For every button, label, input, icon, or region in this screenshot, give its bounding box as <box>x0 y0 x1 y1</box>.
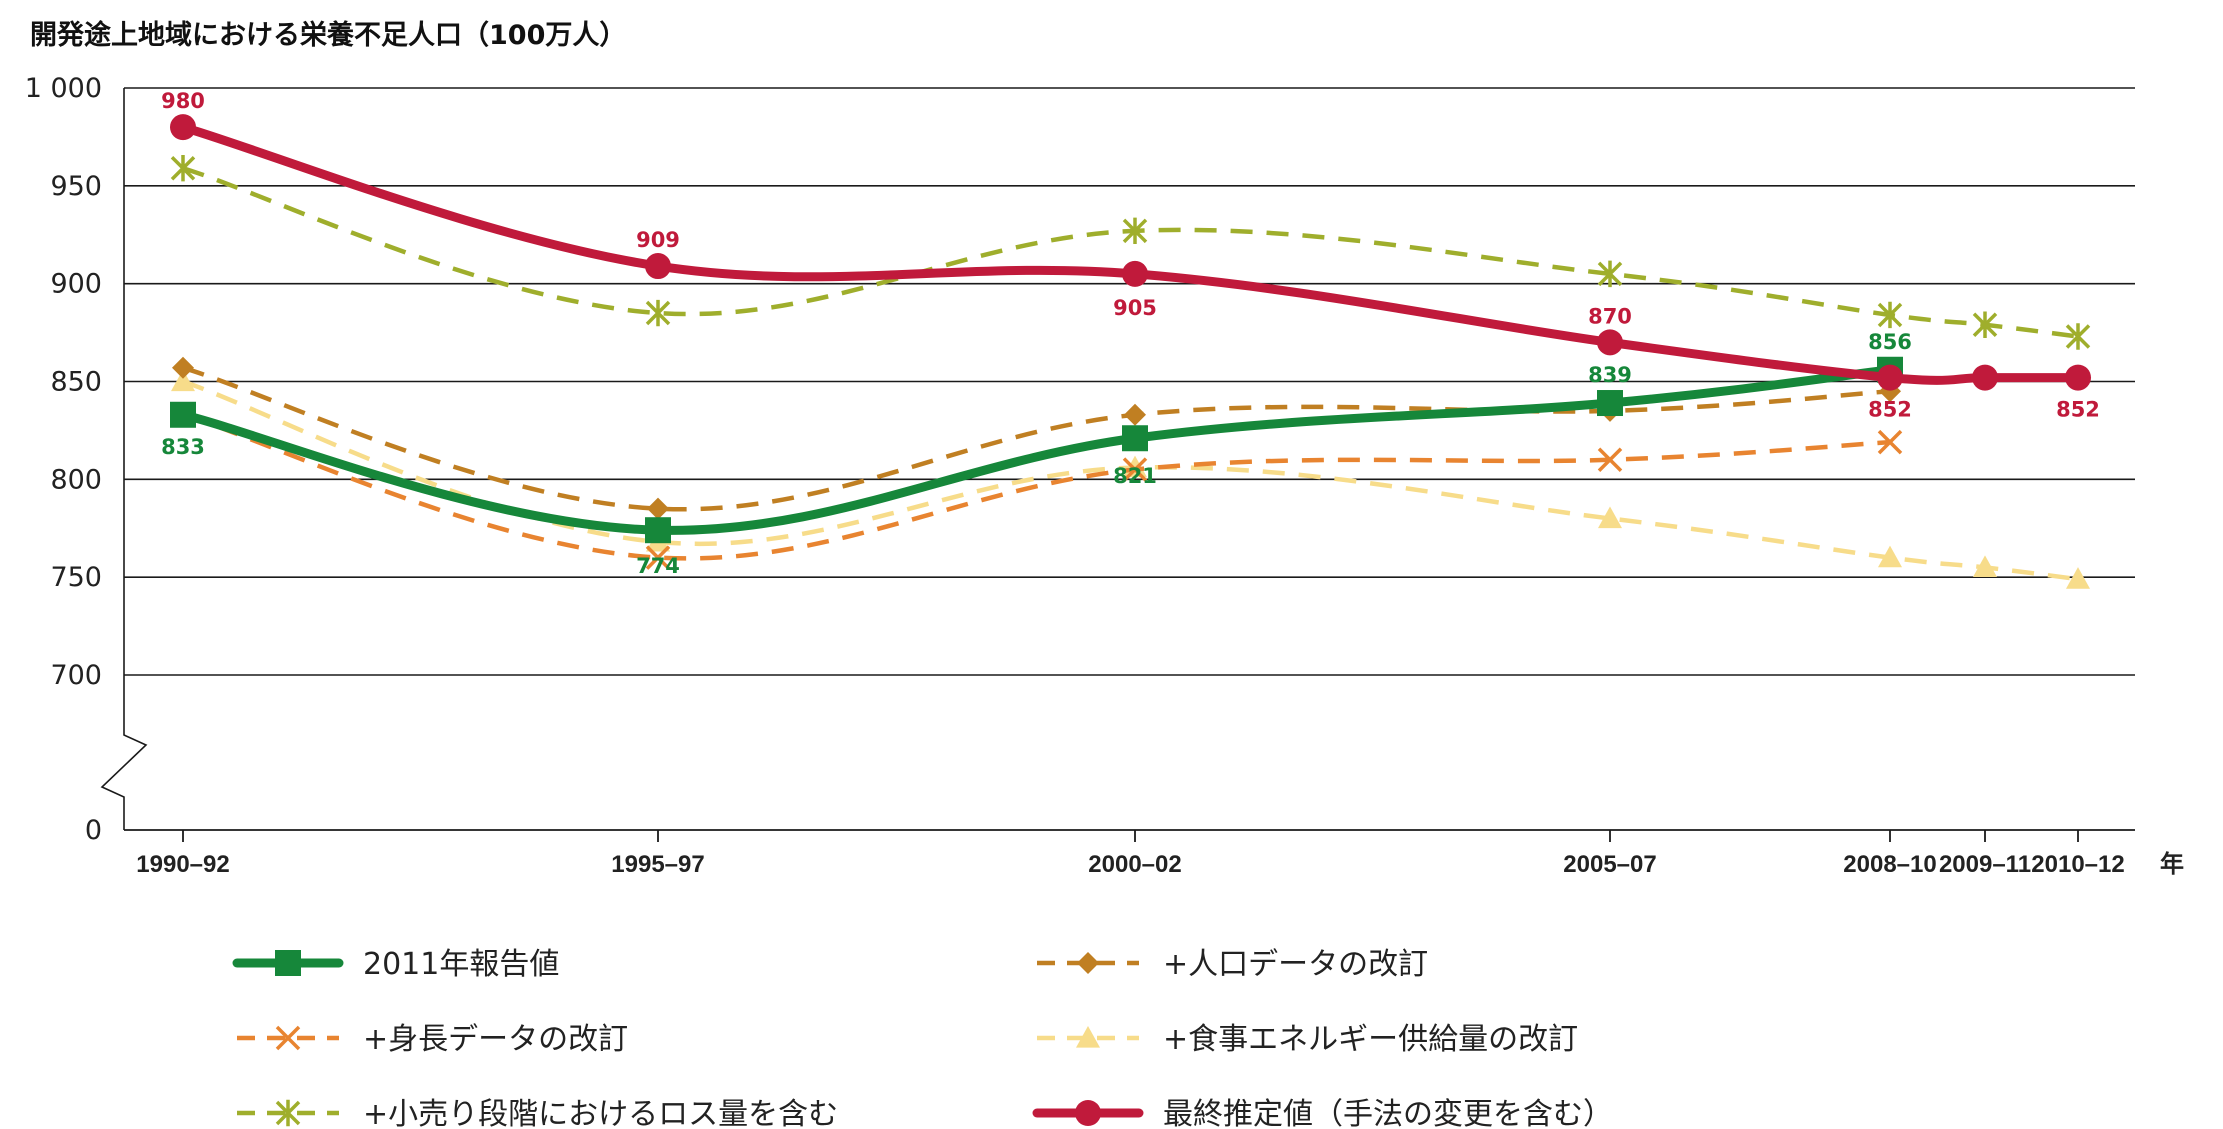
data-point <box>645 299 671 327</box>
data-point <box>1878 545 1902 568</box>
data-point <box>1122 217 1148 245</box>
data-point <box>1597 260 1623 288</box>
data-point <box>1597 329 1623 356</box>
legend-label: 2011年報告値 <box>363 947 559 982</box>
data-labels: 833 774 821 839 856 980 909 905 870 852 852 <box>161 89 2100 578</box>
legend-item: 最終推定値（手法の変更を含む） <box>1032 1097 1613 1129</box>
legend-marker <box>1077 952 1099 974</box>
x-axis-label: 年 <box>2160 850 2184 878</box>
legend-item: +人口データの改訂 <box>1037 947 1428 982</box>
series-line <box>182 166 2079 339</box>
data-point <box>1122 425 1148 452</box>
series-layer <box>170 114 2091 589</box>
legend-label: 最終推定値（手法の変更を含む） <box>1163 1097 1613 1129</box>
data-point <box>1122 260 1148 287</box>
series-4 <box>170 155 2091 350</box>
data-point <box>1598 506 1622 529</box>
series-line <box>178 365 1895 535</box>
data-label: 856 <box>1868 330 1912 354</box>
y-tick-label: 1 000 <box>25 73 102 104</box>
data-point <box>170 401 196 428</box>
y-tick-label: 750 <box>50 562 102 593</box>
series-line <box>182 365 1891 512</box>
data-point <box>1877 364 1903 391</box>
legend-label: +食事エネルギー供給量の改訂 <box>1163 1022 1578 1057</box>
data-point <box>645 517 671 544</box>
data-point <box>1877 301 1903 329</box>
data-point <box>1122 457 1148 482</box>
data-label: 833 <box>161 435 205 459</box>
data-point <box>647 497 669 520</box>
data-label: 821 <box>1113 464 1157 488</box>
x-tick-label: 1990–92 <box>136 851 229 878</box>
y-tick-label: 850 <box>50 367 102 398</box>
data-point <box>1124 403 1146 426</box>
data-point <box>171 369 195 392</box>
legend-item: +身長データの改訂 <box>237 1022 628 1057</box>
legend: 2011年報告値 +人口データの改訂 +身長データの改訂 +食事エネルギー供給量の改訂… <box>232 947 1613 1129</box>
data-point <box>645 545 671 570</box>
data-point <box>1972 311 1998 338</box>
chart-title: 開発途上地域における栄養不足人口（100万人） <box>30 19 626 51</box>
data-point <box>170 114 196 141</box>
data-point <box>645 253 671 280</box>
x-tick-label: 2005–07 <box>1563 851 1656 878</box>
y-tick-label: 950 <box>50 171 102 202</box>
data-label: 909 <box>636 228 680 252</box>
data-label: 852 <box>2056 398 2100 422</box>
x-tick-label: 2009–11 <box>1939 851 2031 878</box>
data-point <box>170 155 196 182</box>
data-point <box>2065 323 2091 350</box>
data-label: 774 <box>636 554 680 578</box>
legend-marker <box>275 1099 301 1127</box>
legend-marker <box>1076 1026 1100 1048</box>
legend-label: +人口データの改訂 <box>1163 947 1428 982</box>
x-tick-label: 2000–02 <box>1088 851 1181 878</box>
data-point <box>1973 555 1997 577</box>
data-point <box>1877 429 1903 455</box>
series-2 <box>170 402 1903 570</box>
data-point <box>1972 364 1998 391</box>
data-point <box>1597 390 1623 417</box>
data-label: 905 <box>1113 296 1157 320</box>
y-tick-label: 0 <box>85 815 102 846</box>
series-line <box>178 122 2083 385</box>
axes: 1 000 950 900 850 800 750 700 0 1990–92 1995–97 20… <box>25 73 2184 878</box>
data-label: 980 <box>161 89 205 113</box>
legend-label: +身長データの改訂 <box>363 1022 628 1057</box>
series-line <box>182 412 1891 561</box>
y-axis-break <box>100 675 148 830</box>
legend-item: +食事エネルギー供給量の改訂 <box>1037 1022 1578 1057</box>
series-5 <box>170 114 2091 391</box>
series-0 <box>170 356 1903 544</box>
legend-item: 2011年報告値 <box>232 947 559 982</box>
data-label: 852 <box>1868 398 1912 422</box>
data-point <box>172 356 194 379</box>
data-point <box>2066 567 2090 589</box>
y-tick-label: 800 <box>50 464 102 495</box>
x-tick-label: 1995–97 <box>611 851 704 878</box>
data-point <box>1597 447 1623 473</box>
legend-item: +小売り段階におけるロス量を含む <box>237 1097 838 1129</box>
legend-marker <box>275 1025 301 1051</box>
data-point <box>2065 364 2091 391</box>
x-tick-label: 2010–12 <box>2031 851 2124 878</box>
legend-label: +小売り段階におけるロス量を含む <box>363 1097 838 1129</box>
y-tick-label: 900 <box>50 269 102 300</box>
data-label: 839 <box>1588 363 1632 387</box>
data-label: 870 <box>1588 304 1632 328</box>
legend-marker <box>275 950 301 976</box>
legend-marker <box>1075 1100 1101 1126</box>
x-tick-label: 2008–10 <box>1843 851 1936 878</box>
y-tick-label: 700 <box>50 660 102 691</box>
